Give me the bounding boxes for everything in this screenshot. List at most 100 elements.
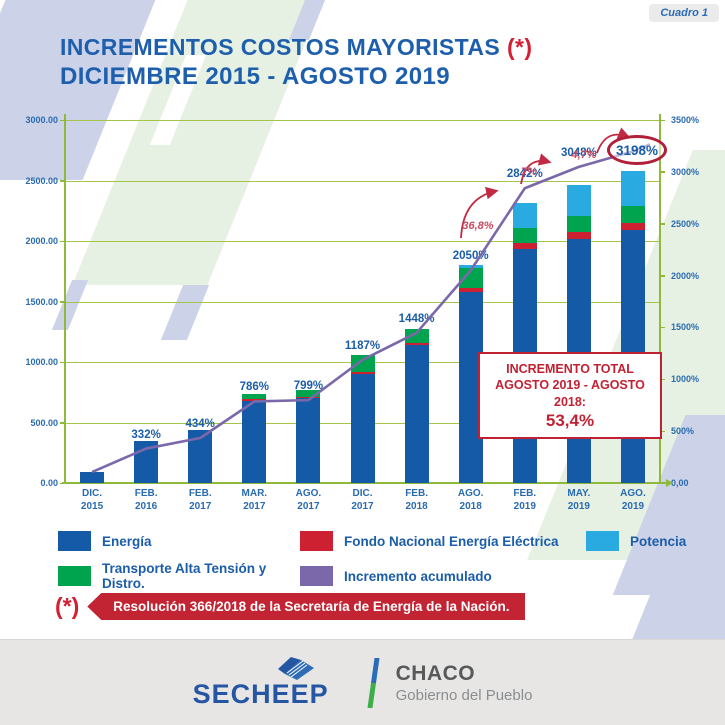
bar-segment-energia bbox=[404, 345, 429, 483]
legend-swatch-energia bbox=[58, 531, 91, 551]
title-text: INCREMENTOS COSTOS MAYORISTAS bbox=[60, 34, 501, 60]
bar-segment-energia bbox=[296, 398, 321, 483]
callout-value: 53,4% bbox=[545, 410, 595, 430]
bar-segment-transporte bbox=[566, 216, 591, 232]
right-axis-label: 0,00 bbox=[671, 478, 689, 488]
bar-segment-fondo bbox=[404, 343, 429, 346]
x-axis-category: FEB. 2017 bbox=[188, 488, 212, 512]
title-asterisk: (*) bbox=[506, 34, 533, 60]
cumulative-percent-label: 332% bbox=[131, 428, 161, 441]
cumulative-percent-label: 434% bbox=[185, 417, 215, 430]
right-axis-label: 2000% bbox=[671, 270, 700, 281]
left-axis-label: 0.00 bbox=[40, 478, 58, 488]
bar-segment-energia bbox=[350, 374, 375, 483]
callout-line1: INCREMENTO TOTAL bbox=[506, 362, 634, 376]
right-axis-label: 1000% bbox=[671, 374, 700, 385]
bar-segment-fondo bbox=[296, 397, 321, 399]
bar-segment-fondo bbox=[350, 371, 375, 375]
right-axis-tick bbox=[660, 378, 665, 381]
cumulative-percent-label: 786% bbox=[239, 381, 270, 394]
legend-item-fondo-nacional: Fondo Nacional Energía Eléctrica bbox=[300, 531, 586, 551]
gridline bbox=[65, 180, 660, 182]
bar-segment-fondo bbox=[566, 231, 591, 239]
step-increase-label: 36,8% bbox=[462, 220, 494, 232]
page-title: INCREMENTOS COSTOS MAYORISTAS (*) bbox=[60, 34, 532, 61]
left-axis-tick bbox=[60, 422, 65, 424]
left-axis-label: 3000.00 bbox=[25, 115, 58, 125]
legend-label: Energía bbox=[102, 533, 152, 549]
bar-segment-transporte bbox=[458, 268, 483, 289]
title-block: INCREMENTOS COSTOS MAYORISTAS (*) DICIEM… bbox=[60, 34, 532, 91]
legend-label: Incremento acumulado bbox=[344, 568, 492, 584]
x-axis-category: DIC. 2015 bbox=[80, 488, 104, 512]
footnote-ribbon: Resolución 366/2018 de la Secretaría de … bbox=[87, 593, 526, 620]
bar-segment-potencia bbox=[512, 203, 537, 228]
legend-swatch-incremento-acumulado bbox=[300, 566, 333, 586]
chart-legend: Energía Fondo Nacional Energía Eléctrica… bbox=[58, 531, 686, 591]
legend-swatch-fondo-nacional bbox=[300, 531, 333, 551]
callout-line2: AGOSTO 2019 - AGOSTO 2018: bbox=[495, 378, 645, 409]
gridline bbox=[65, 120, 660, 121]
right-axis-label: 2500% bbox=[671, 218, 700, 229]
left-axis-label: 2500.00 bbox=[25, 175, 58, 186]
bar-segment-energia bbox=[134, 440, 159, 483]
left-axis-label: 2000.00 bbox=[25, 236, 58, 246]
bar-segment-fondo bbox=[620, 222, 645, 231]
bar-segment-transporte bbox=[512, 227, 537, 243]
right-axis-label: 3500% bbox=[671, 115, 700, 125]
left-axis-label: 500.00 bbox=[30, 417, 58, 428]
footnote: (*) Resolución 366/2018 de la Secretaría… bbox=[55, 593, 526, 620]
footnote-marker: (*) bbox=[55, 593, 80, 619]
step-increase-label: 4,7% bbox=[571, 149, 597, 161]
page-subtitle: DICIEMBRE 2015 - AGOSTO 2019 bbox=[60, 63, 450, 90]
x-axis-category: FEB. 2019 bbox=[513, 488, 537, 512]
cumulative-percent-label: 1187% bbox=[344, 339, 381, 352]
left-axis-label: 1000.00 bbox=[25, 357, 58, 367]
secheep-logo: SECHEEP bbox=[193, 655, 329, 710]
left-axis-tick bbox=[60, 301, 65, 303]
legend-item-potencia: Potencia bbox=[586, 531, 686, 551]
cumulative-percent-label: 2050% bbox=[452, 250, 489, 263]
x-axis-category: MAY. 2019 bbox=[567, 488, 591, 512]
legend-item-incremento-acumulado: Incremento acumulado bbox=[300, 561, 586, 591]
bar-segment-transporte bbox=[242, 394, 267, 399]
bar-segment-potencia bbox=[458, 264, 483, 269]
bar-segment-transporte bbox=[620, 205, 645, 223]
highlighted-total-percent: 3198% bbox=[607, 135, 667, 165]
bar-segment-transporte bbox=[404, 329, 429, 344]
left-axis-tick bbox=[60, 361, 65, 363]
legend-item-transporte: Transporte Alta Tensión y Distro. bbox=[58, 561, 300, 591]
right-axis-tick bbox=[660, 119, 665, 121]
secheep-wordmark: SECHEEP bbox=[192, 679, 329, 709]
legend-label: Potencia bbox=[630, 533, 687, 549]
chaco-subtitle: Gobierno del Pueblo bbox=[395, 686, 533, 704]
right-axis-label: 3000% bbox=[671, 166, 700, 177]
x-axis-category: FEB. 2018 bbox=[405, 488, 428, 512]
bar-segment-fondo bbox=[512, 242, 537, 250]
legend-swatch-potencia bbox=[586, 531, 619, 551]
bar-segment-fondo bbox=[458, 288, 483, 292]
cumulative-percent-label: 1448% bbox=[398, 312, 435, 325]
bar-segment-fondo bbox=[242, 398, 267, 401]
legend-item-energia: Energía bbox=[58, 531, 300, 551]
left-axis-line bbox=[64, 114, 66, 484]
right-axis-label: 500% bbox=[671, 426, 695, 437]
legend-label: Transporte Alta Tensión y Distro. bbox=[102, 561, 267, 591]
bar-segment-energia bbox=[80, 472, 105, 483]
chaco-name: CHACO bbox=[395, 661, 476, 685]
x-axis-category: AGO. 2019 bbox=[620, 488, 646, 512]
bar-segment-energia bbox=[188, 429, 213, 483]
bar-segment-potencia bbox=[620, 171, 645, 206]
left-axis-tick bbox=[60, 180, 65, 182]
cumulative-percent-label: 799% bbox=[293, 380, 324, 393]
cuadro-badge: Cuadro 1 bbox=[649, 4, 719, 22]
right-axis-label: 1500% bbox=[671, 322, 700, 333]
right-axis-tick bbox=[660, 171, 665, 173]
right-axis-tick bbox=[660, 326, 665, 329]
left-axis-tick bbox=[60, 240, 65, 242]
left-axis-label: 1500.00 bbox=[25, 296, 58, 307]
step-increase-label: 7% bbox=[521, 166, 537, 178]
right-axis-tick bbox=[660, 430, 665, 433]
bar-segment-potencia bbox=[566, 185, 591, 217]
